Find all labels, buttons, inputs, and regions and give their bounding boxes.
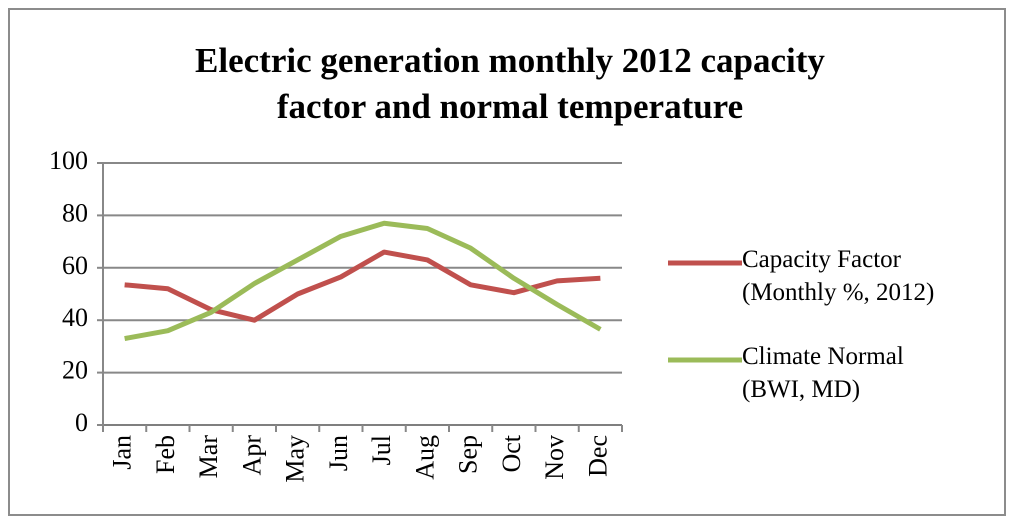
x-tick-label: May [281, 435, 310, 483]
x-tick-label: Jul [367, 435, 396, 465]
series-line [124, 249, 601, 323]
y-tick-label: 100 [49, 146, 88, 175]
y-tick-label: 0 [75, 408, 88, 437]
legend-label: Climate Normal (BWI, MD) [742, 343, 904, 403]
x-tick-label: Aug [410, 435, 439, 480]
x-tick-label: Jun [324, 435, 353, 471]
x-tick-label: Sep [454, 435, 483, 474]
x-tick-label: Nov [540, 435, 569, 480]
y-tick-label: 80 [62, 198, 88, 227]
x-tick-label: Mar [194, 435, 223, 479]
series-line [124, 220, 602, 341]
y-tick-label: 20 [62, 356, 88, 385]
x-tick-label: Jan [108, 435, 137, 470]
x-tick-label: Feb [151, 435, 180, 474]
frame [8, 8, 1006, 516]
legend-label: Capacity Factor (Monthly %, 2012) [742, 246, 935, 306]
chart-title: Electric generation monthly 2012 capacit… [195, 41, 825, 126]
x-tick-label: Apr [237, 435, 266, 476]
y-tick-label: 60 [62, 251, 88, 280]
x-tick-label: Dec [583, 435, 612, 477]
x-tick-label: Oct [497, 434, 526, 472]
y-tick-label: 40 [62, 303, 88, 332]
